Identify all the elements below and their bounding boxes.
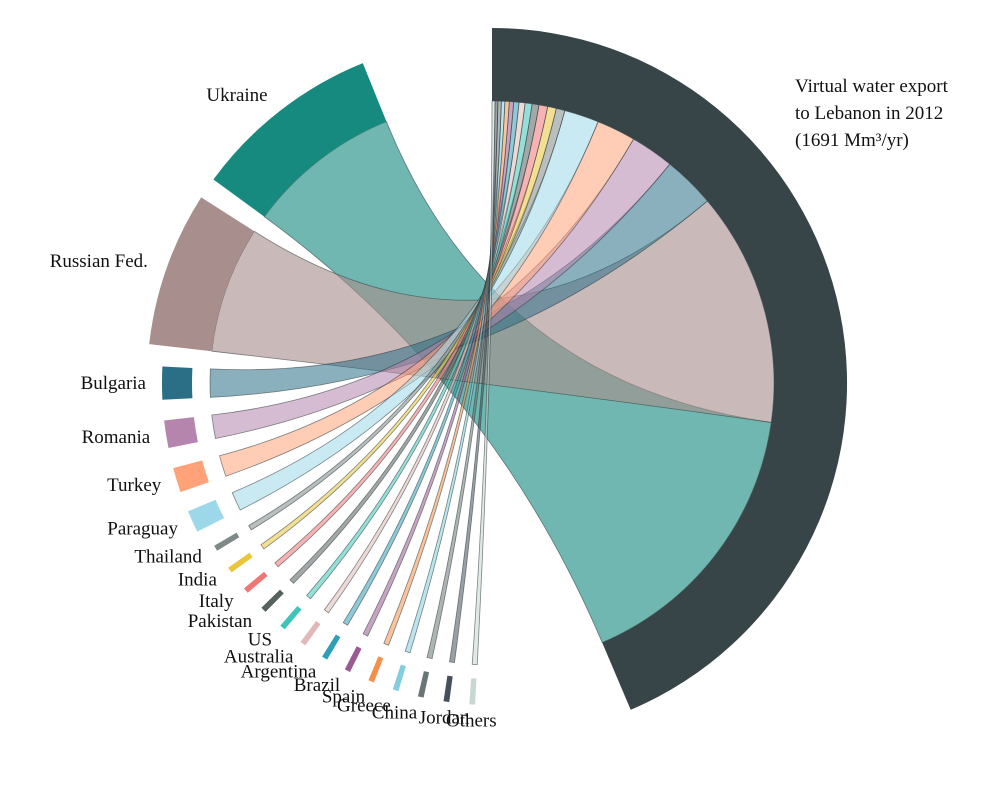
arc-greece [392, 664, 406, 692]
label-india: India [178, 569, 218, 590]
label-bulgaria: Bulgaria [81, 373, 147, 394]
arc-argentina [322, 634, 341, 660]
arc-jordan [443, 675, 453, 703]
arc-india [228, 552, 253, 573]
title-line-3: (1691 Mm³/yr) [795, 130, 909, 151]
label-australia: Australia [224, 647, 294, 668]
arc-turkey [173, 460, 209, 493]
label-turkey: Turkey [107, 475, 162, 496]
arc-china [417, 671, 430, 698]
arc-pakistan [261, 589, 284, 612]
arc-paraguay [188, 499, 225, 532]
ribbon-turkey [219, 121, 635, 477]
label-romania: Romania [82, 427, 151, 448]
label-ukraine: Ukraine [206, 85, 267, 106]
label-thailand: Thailand [134, 547, 202, 568]
arc-brazil [344, 646, 362, 672]
ribbon-jordan [449, 100, 499, 663]
arc-romania [164, 417, 198, 448]
arc-layer [149, 27, 848, 710]
label-us: US [248, 630, 272, 651]
arc-bulgaria [161, 366, 193, 400]
arc-spain [368, 656, 384, 683]
label-paraguay: Paraguay [107, 518, 178, 539]
arc-ukraine [213, 63, 387, 217]
ribbon-greece [404, 100, 506, 654]
ribbon-thailand [248, 107, 566, 531]
label-brazil: Brazil [294, 675, 340, 696]
ribbon-bulgaria [209, 163, 708, 398]
ribbon-romania [211, 138, 671, 439]
ribbon-china [426, 100, 502, 660]
label-spain: Spain [322, 686, 366, 707]
label-italy: Italy [199, 591, 234, 612]
arc-australia [300, 621, 321, 646]
arc-italy [244, 571, 268, 593]
label-layer: Ukraine Russian Fed. Bulgaria Romania Turkey… [50, 85, 497, 731]
title-line-2: to Lebanon in 2012 [795, 103, 943, 124]
label-russian-fed: Russian Fed. [50, 251, 148, 272]
arc-russian-fed [149, 197, 255, 352]
label-greece: Greece [337, 696, 391, 717]
label-argentina: Argentina [241, 662, 317, 683]
ribbon-argentina [342, 101, 520, 626]
ribbon-paraguay [231, 110, 599, 511]
label-others: Others [446, 710, 497, 731]
arc-thailand [214, 532, 240, 551]
title-line-1: Virtual water export [795, 76, 949, 97]
ribbon-layer [209, 100, 775, 666]
label-jordan: Jordan [419, 708, 470, 729]
arc-us [280, 606, 302, 630]
arc-others [469, 678, 477, 705]
arc-lebanon [492, 27, 848, 710]
ribbon-us [306, 102, 533, 600]
label-pakistan: Pakistan [188, 611, 253, 632]
label-china: China [372, 703, 418, 724]
